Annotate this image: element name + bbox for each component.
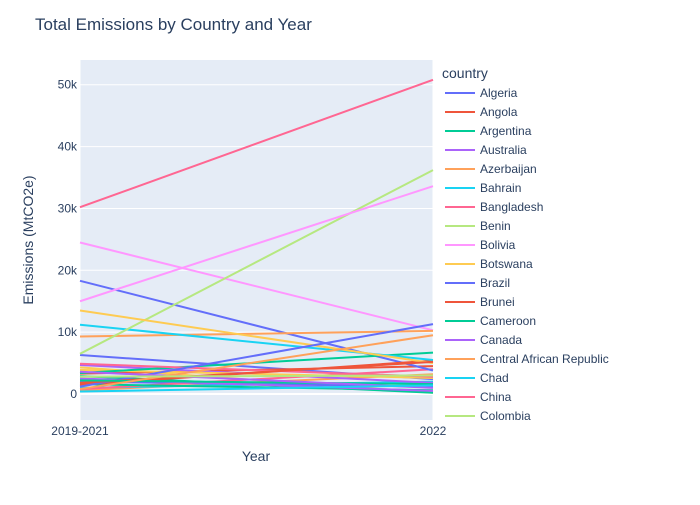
legend-item[interactable]: Argentina <box>445 124 532 138</box>
legend-title: country <box>442 65 488 81</box>
legend-label: Canada <box>480 333 522 347</box>
y-axis-ticks: 0 10k 20k 30k 40k 50k <box>58 78 78 401</box>
legend-item[interactable]: Chad <box>445 371 509 385</box>
y-tick-label: 50k <box>58 78 78 92</box>
legend-label: Argentina <box>480 124 532 138</box>
legend-label: Botswana <box>480 257 533 271</box>
legend-label: China <box>480 390 512 404</box>
legend-label: Bahrain <box>480 181 521 195</box>
series-line-central-african-republic <box>79 334 434 391</box>
legend-label: Bangladesh <box>480 200 543 214</box>
legend-item[interactable]: Bolivia <box>445 238 516 252</box>
series-line-canada <box>79 370 434 389</box>
y-tick-label: 30k <box>58 201 78 215</box>
series-lines <box>79 78 434 394</box>
legend-item[interactable]: Canada <box>445 333 522 347</box>
series-line-bangladesh <box>79 362 434 378</box>
x-axis-ticks: 2019-2021 2022 <box>51 424 446 438</box>
legend-label: Brazil <box>480 276 510 290</box>
legend-label: Australia <box>480 143 527 157</box>
legend-item[interactable]: Bangladesh <box>445 200 543 214</box>
legend-item[interactable]: Botswana <box>445 257 533 271</box>
x-axis-label: Year <box>242 448 271 464</box>
legend-item[interactable]: Central African Republic <box>445 352 609 366</box>
legend-label: Colombia <box>480 409 531 423</box>
legend-item[interactable]: Australia <box>445 143 527 157</box>
legend-label: Brunei <box>480 295 515 309</box>
legend-item[interactable]: Brunei <box>445 295 515 309</box>
legend-label: Chad <box>480 371 509 385</box>
series-line-azerbaijan <box>79 329 434 338</box>
legend-item[interactable]: Benin <box>445 219 511 233</box>
legend-item[interactable]: Angola <box>445 105 518 119</box>
legend-label: Bolivia <box>480 238 516 252</box>
series-line-benin <box>79 169 434 355</box>
series-line-china <box>79 78 434 209</box>
legend-label: Azerbaijan <box>480 162 537 176</box>
y-tick-label: 20k <box>58 263 78 277</box>
y-tick-label: 0 <box>70 387 77 401</box>
legend: Algeria Angola Argentina Australia Azerbaija… <box>445 86 609 423</box>
legend-item[interactable]: Algeria <box>445 86 518 100</box>
legend-item[interactable]: Bahrain <box>445 181 521 195</box>
legend-item[interactable]: Azerbaijan <box>445 162 537 176</box>
x-tick-label: 2019-2021 <box>51 424 109 438</box>
legend-item[interactable]: Brazil <box>445 276 510 290</box>
y-gridlines <box>80 84 433 396</box>
legend-label: Central African Republic <box>480 352 609 366</box>
series-line-colombia <box>79 374 434 378</box>
legend-label: Angola <box>480 105 518 119</box>
legend-item[interactable]: Cameroon <box>445 314 536 328</box>
legend-label: Algeria <box>480 86 518 100</box>
y-tick-label: 40k <box>58 140 78 154</box>
series-line-chad <box>79 384 434 393</box>
chart-title: Total Emissions by Country and Year <box>35 15 312 34</box>
series-line-botswana <box>79 309 434 365</box>
series-line-bolivia <box>79 185 434 303</box>
legend-item[interactable]: China <box>445 390 512 404</box>
legend-label: Cameroon <box>480 314 536 328</box>
legend-label: Benin <box>480 219 511 233</box>
series-line <box>79 241 434 332</box>
x-tick-label: 2022 <box>420 424 447 438</box>
y-tick-label: 10k <box>58 325 78 339</box>
y-axis-label: Emissions (MtCO2e) <box>20 175 36 304</box>
legend-item[interactable]: Colombia <box>445 409 531 423</box>
